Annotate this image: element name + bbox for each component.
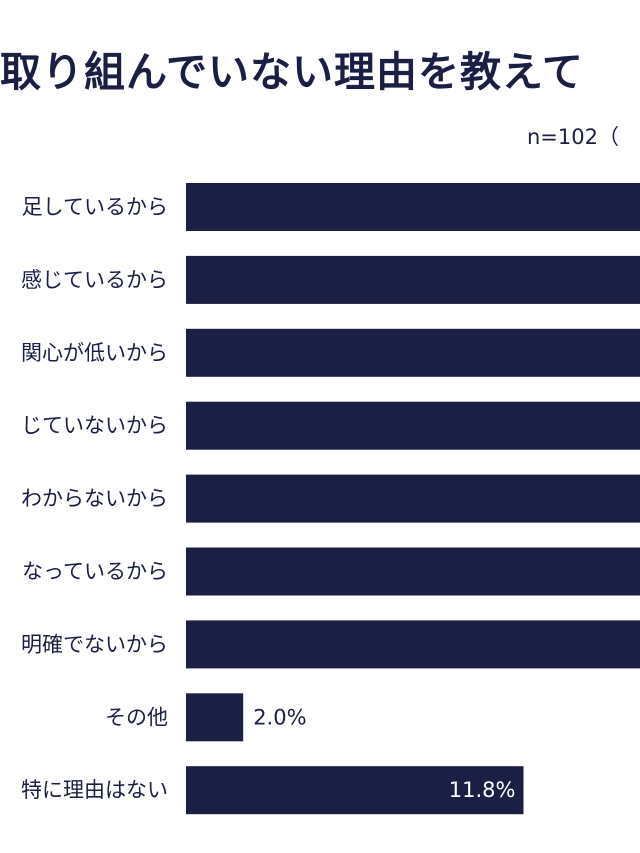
value-label-7: 2.0% bbox=[253, 705, 306, 729]
category-label-5: なっているから bbox=[22, 560, 168, 584]
category-label-2: 関心が低いから bbox=[21, 341, 168, 365]
bar-4 bbox=[186, 474, 640, 523]
bar-0 bbox=[186, 183, 640, 231]
category-label-4: わからないから bbox=[21, 487, 168, 511]
category-label-0: 足しているから bbox=[22, 195, 168, 219]
chart-title: 取り組んでいない理由を教えて bbox=[0, 48, 584, 96]
value-label-8: 11.8% bbox=[449, 778, 516, 802]
bar-5 bbox=[186, 547, 640, 596]
bar-3 bbox=[186, 401, 640, 450]
category-label-6: 明確でないから bbox=[21, 632, 168, 656]
category-label-7: その他 bbox=[105, 705, 168, 729]
sample-size-note: n=102（ bbox=[527, 125, 619, 149]
category-label-1: 感じているから bbox=[21, 268, 168, 292]
category-label-3: じていないから bbox=[21, 414, 168, 438]
bar-8 bbox=[186, 766, 524, 815]
category-label-8: 特に理由はない bbox=[21, 778, 168, 802]
bar-1 bbox=[186, 255, 640, 304]
bar-6 bbox=[186, 620, 640, 669]
bar-7 bbox=[186, 693, 244, 742]
bar-2 bbox=[186, 328, 640, 377]
